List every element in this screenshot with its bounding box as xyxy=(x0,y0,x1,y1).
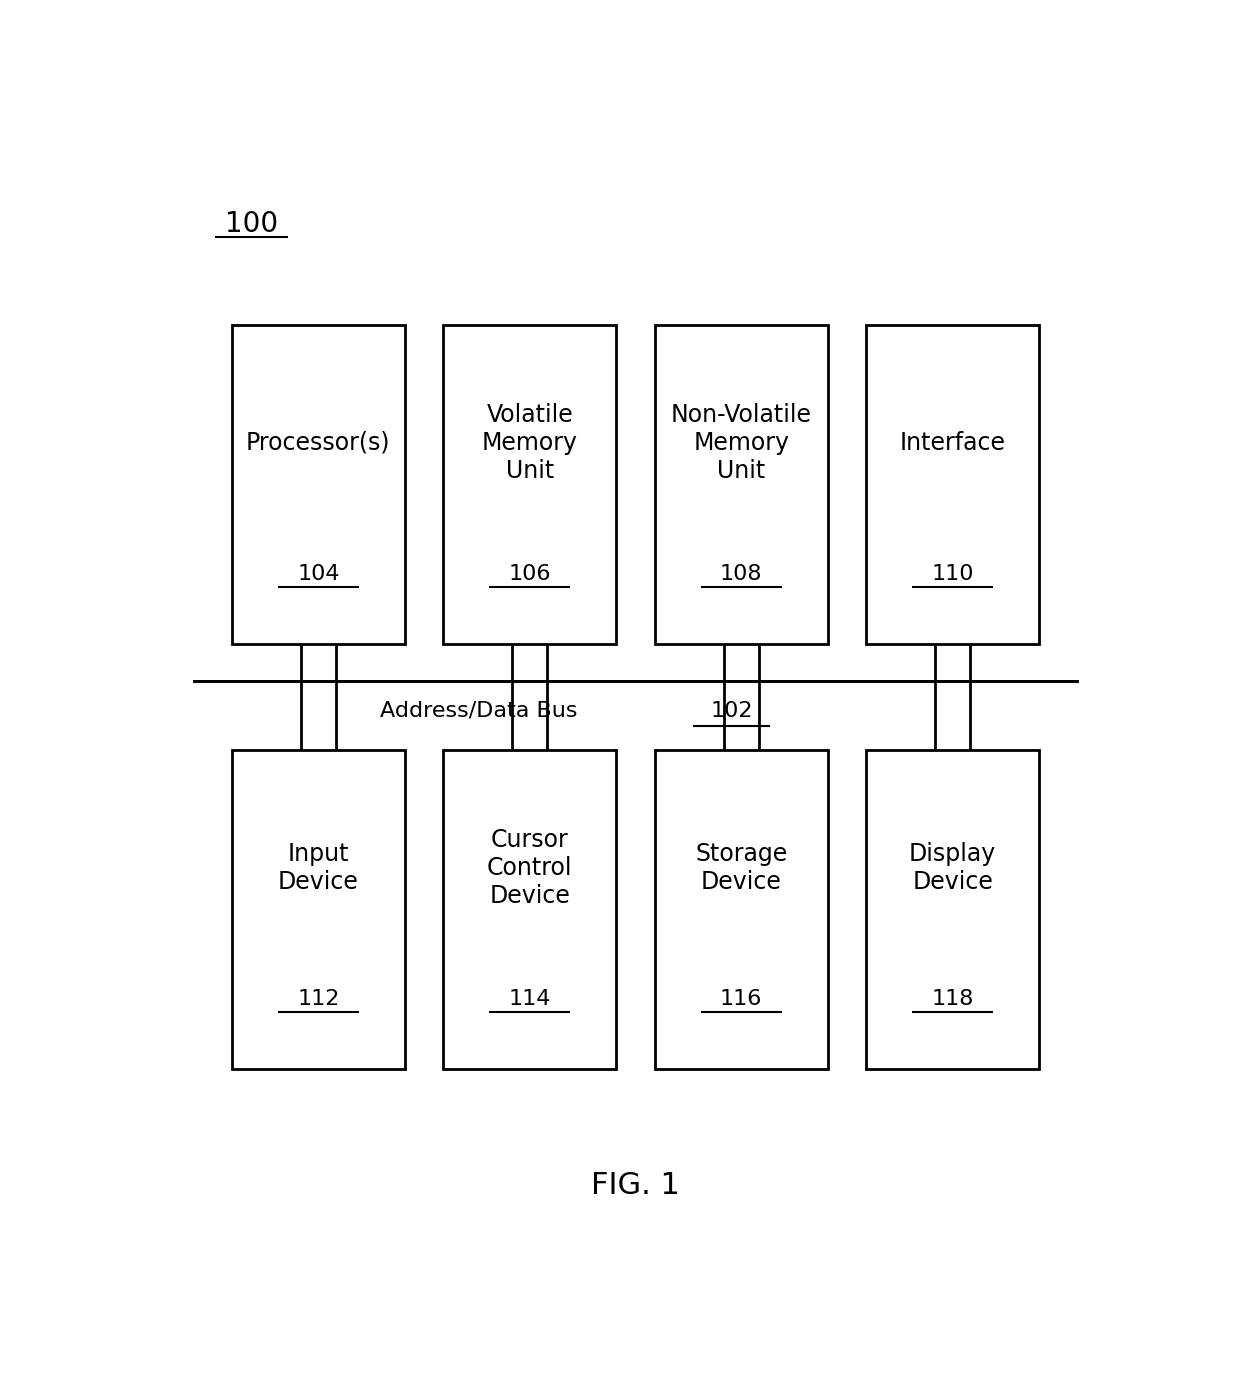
Text: Address/Data Bus: Address/Data Bus xyxy=(381,701,578,720)
Text: Display
Device: Display Device xyxy=(909,842,996,894)
Text: 118: 118 xyxy=(931,988,973,1009)
Text: Storage
Device: Storage Device xyxy=(696,842,787,894)
Text: Processor(s): Processor(s) xyxy=(246,431,391,455)
Text: Non-Volatile
Memory
Unit: Non-Volatile Memory Unit xyxy=(671,403,812,483)
Text: 104: 104 xyxy=(298,563,340,584)
FancyBboxPatch shape xyxy=(232,751,404,1068)
Text: 100: 100 xyxy=(224,210,278,237)
Text: 110: 110 xyxy=(931,563,973,584)
FancyBboxPatch shape xyxy=(655,324,828,643)
FancyBboxPatch shape xyxy=(444,751,616,1068)
Text: Interface: Interface xyxy=(900,431,1006,455)
Text: 106: 106 xyxy=(508,563,551,584)
Text: Input
Device: Input Device xyxy=(278,842,358,894)
Text: 108: 108 xyxy=(720,563,763,584)
Text: 112: 112 xyxy=(298,988,340,1009)
FancyBboxPatch shape xyxy=(655,751,828,1068)
FancyBboxPatch shape xyxy=(444,324,616,643)
Text: 102: 102 xyxy=(711,701,753,720)
Text: Volatile
Memory
Unit: Volatile Memory Unit xyxy=(482,403,578,483)
FancyBboxPatch shape xyxy=(866,324,1039,643)
Text: 116: 116 xyxy=(720,988,763,1009)
FancyBboxPatch shape xyxy=(232,324,404,643)
FancyBboxPatch shape xyxy=(866,751,1039,1068)
Text: Cursor
Control
Device: Cursor Control Device xyxy=(487,828,573,908)
Text: 114: 114 xyxy=(508,988,551,1009)
Text: FIG. 1: FIG. 1 xyxy=(591,1172,680,1201)
